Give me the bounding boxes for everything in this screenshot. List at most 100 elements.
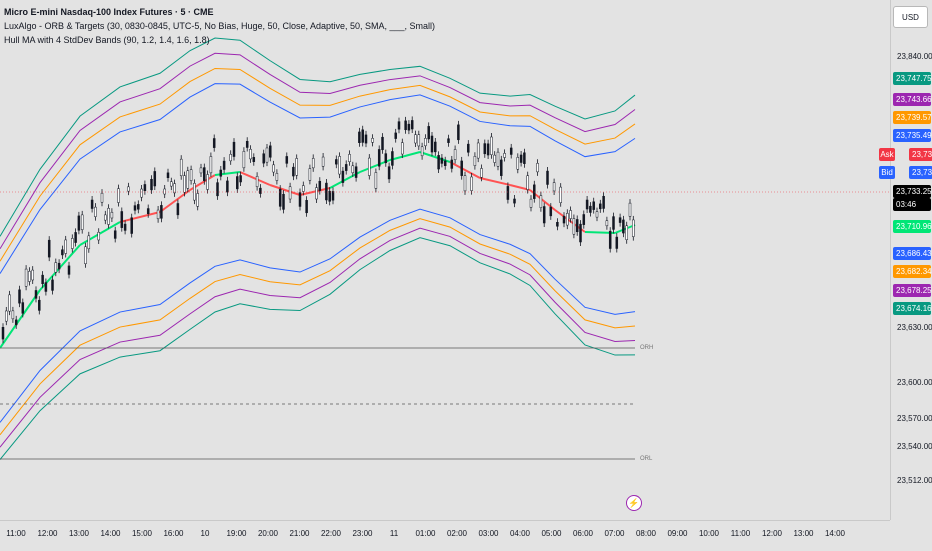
candle-body [315,187,318,200]
candle-body [417,134,421,147]
candle-body [24,268,28,287]
band4-lower-badge: 23,674.16 [893,302,932,315]
candle-body [74,232,77,243]
candle-body [77,215,81,231]
price-tick: 23,540.00 [897,442,932,451]
candle-body [582,214,586,225]
candle-body [387,166,391,180]
candle-body [414,134,417,144]
candle-body [523,152,526,164]
candle-body [572,218,576,235]
candle-body [401,142,404,155]
candle-body [420,146,424,157]
price-tick: 23,512.00 [897,476,932,485]
candle-body [569,210,572,219]
symbol-title[interactable]: Micro E-mini Nasdaq-100 Index Futures · … [4,7,214,17]
candle-body [335,159,338,165]
candle-body [146,208,150,215]
hull-ma-segment [479,177,511,186]
candle-body [295,158,298,176]
candle-body [612,216,615,230]
candle-body [288,186,292,200]
candle-body [239,175,242,183]
time-label: 16:00 [163,529,184,538]
time-label: 04:00 [509,529,531,538]
price-chart[interactable] [0,0,890,520]
candle-body [546,170,549,185]
indicator-hull-ma[interactable]: Hull MA with 4 StdDev Bands (90, 1.2, 1.… [4,35,210,45]
candle-body [31,269,34,281]
candle-body [361,129,364,143]
price-tick: 23,840.00 [897,52,932,61]
candlesticks [1,116,635,344]
band2-upper [0,67,636,262]
lightning-icon[interactable]: ⚡ [626,495,642,511]
candle-body [51,279,54,291]
candle-body [424,138,427,147]
time-label: 12:00 [761,529,783,538]
band2-lower [0,218,636,436]
currency-button[interactable]: USD [893,6,928,28]
candle-body [219,169,223,177]
orl-label: ORL [640,456,653,462]
candle-body [285,156,289,164]
candle-body [589,205,592,213]
candle-body [311,158,315,169]
candle-body [64,239,67,254]
candle-body [476,142,480,159]
candle-body [325,182,328,201]
price-axis[interactable]: 23,840.00 23,630.00 23,600.00 23,570.00 … [890,0,932,520]
candle-body [549,206,553,217]
time-label: 23:00 [352,529,373,538]
chart-area[interactable]: Micro E-mini Nasdaq-100 Index Futures · … [0,0,890,520]
candle-body [457,124,460,141]
candle-body [14,319,18,326]
hull-ma-segment [119,211,161,223]
time-axis[interactable]: 11:00 12:00 13:00 14:00 15:00 16:00 10 19:00 20:… [0,520,890,551]
candle-body [199,167,203,174]
candle-body [107,208,110,225]
candle-body [140,188,143,198]
time-label: 10 [200,529,210,538]
candle-body [236,176,239,190]
time-label: 14:00 [100,529,121,538]
candle-body [163,188,166,195]
candle-body [368,157,371,176]
candle-body [338,156,341,175]
candle-body [28,271,31,282]
time-label: 09:00 [667,529,688,538]
candle-body [226,180,229,193]
candle-body [434,141,437,153]
candle-body [585,199,589,210]
candle-body [176,203,180,216]
candle-body [153,171,157,187]
band3-upper [0,52,636,250]
candle-body [54,262,58,273]
candle-body [503,153,506,158]
candle-body [71,238,74,249]
candle-body [552,182,556,192]
price-tick: 23,600.00 [897,378,932,387]
time-label: 11:00 [6,529,26,538]
candle-body [275,173,279,181]
candle-body [166,172,170,179]
hull-ma-segment [0,289,41,349]
candle-body [242,151,246,169]
time-label: 14:00 [824,529,846,538]
candle-body [467,143,470,153]
candle-body [427,126,430,140]
indicator-luxalgo[interactable]: LuxAlgo - ORB & Targets (30, 0830-0845, … [4,21,436,31]
hull-ma-segment [449,161,481,179]
hull-ma-segment [214,171,241,176]
candle-body [496,151,500,167]
hull-ma-segment [269,184,301,196]
band3-lower [0,227,636,448]
candle-body [259,187,262,194]
time-label: 15:00 [131,529,153,538]
candle-body [5,310,8,322]
band1-upper-badge: 23,735.49 [893,129,932,142]
candle-body [473,156,477,166]
candle-body [84,246,87,264]
candle-body [255,176,259,187]
candle-body [206,174,209,190]
